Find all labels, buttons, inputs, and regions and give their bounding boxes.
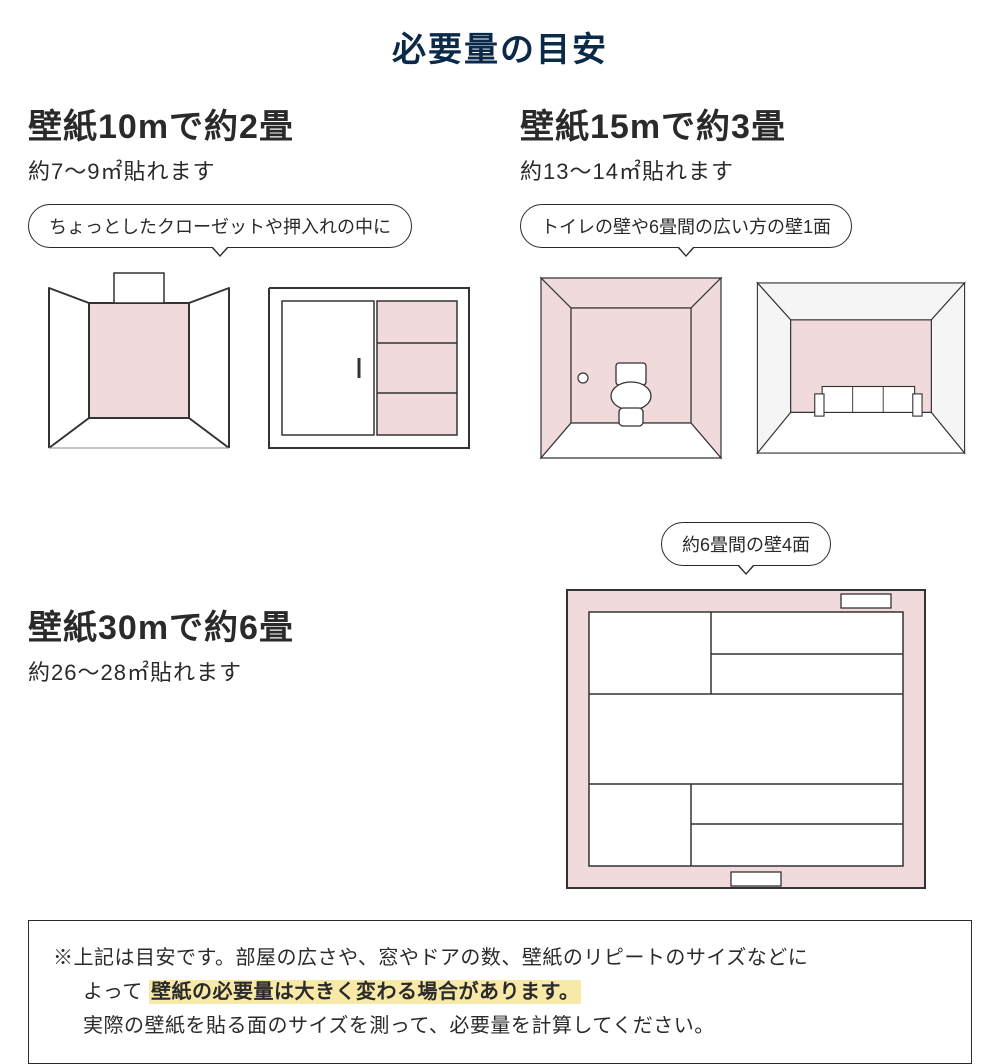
note-line1: ※上記は目安です。部屋の広さや、窓やドアの数、壁紙のリピートのサイズなどに xyxy=(53,947,808,969)
section-30m-heading: 壁紙30mで約6畳 xyxy=(28,600,480,649)
content-grid: 壁紙10mで約2畳 約7〜9㎡貼れます ちょっとしたクローゼットや押入れの中に xyxy=(28,99,972,894)
section-15m-caption: トイレの壁や6畳間の広い方の壁1面 xyxy=(520,204,852,248)
floorplan-wrap xyxy=(561,584,931,894)
section-30m-caption: 約6畳間の壁4面 xyxy=(661,522,831,566)
living-room-icon xyxy=(750,268,972,468)
section-15m-illustrations xyxy=(520,268,972,468)
closet-sliding-icon xyxy=(258,268,480,468)
note-highlight: 壁紙の必要量は大きく変わる場合があります。 xyxy=(149,980,582,1004)
toilet-room-icon xyxy=(520,268,742,468)
section-30m-sub: 約26〜28㎡貼れます xyxy=(28,655,480,687)
floorplan-icon xyxy=(561,584,931,894)
page-title: 必要量の目安 xyxy=(28,22,972,71)
section-15m: 壁紙15mで約3畳 約13〜14㎡貼れます トイレの壁や6畳間の広い方の壁1面 xyxy=(520,99,972,468)
note-box: ※上記は目安です。部屋の広さや、窓やドアの数、壁紙のリピートのサイズなどに よっ… xyxy=(28,920,972,1064)
section-30m-illustration-col: 約6畳間の壁4面 xyxy=(520,490,972,894)
section-10m-caption: ちょっとしたクローゼットや押入れの中に xyxy=(28,204,412,248)
section-10m-illustrations xyxy=(28,268,480,468)
section-10m-heading: 壁紙10mで約2畳 xyxy=(28,99,480,148)
section-15m-heading: 壁紙15mで約3畳 xyxy=(520,99,972,148)
note-line3: 実際の壁紙を貼る面のサイズを測って、必要量を計算してください。 xyxy=(53,1009,947,1043)
section-15m-sub: 約13〜14㎡貼れます xyxy=(520,154,972,186)
section-10m: 壁紙10mで約2畳 約7〜9㎡貼れます ちょっとしたクローゼットや押入れの中に xyxy=(28,99,480,468)
section-10m-sub: 約7〜9㎡貼れます xyxy=(28,154,480,186)
note-line2: よって 壁紙の必要量は大きく変わる場合があります。 xyxy=(53,975,947,1009)
closet-open-icon xyxy=(28,268,250,468)
section-30m: 壁紙30mで約6畳 約26〜28㎡貼れます xyxy=(28,600,480,894)
